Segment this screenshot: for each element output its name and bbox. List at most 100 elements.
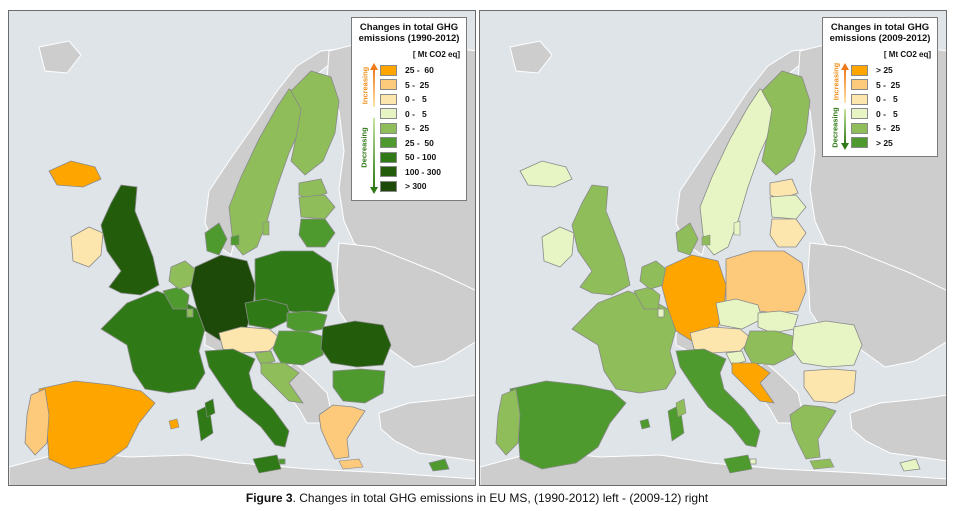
legend-swatch — [380, 79, 397, 91]
country-lv — [769, 194, 807, 220]
legend-item: 100 - 300 — [380, 165, 460, 180]
legend-item: 25 - 60 — [380, 63, 460, 78]
legend-range: 5 - 25 — [876, 79, 901, 90]
legend-item: > 25 — [851, 136, 931, 151]
country-ro — [320, 320, 392, 368]
country-hu — [272, 330, 326, 366]
country-be — [162, 286, 190, 310]
legend-range: 100 - 300 — [405, 166, 441, 177]
legend-swatch — [380, 137, 397, 149]
country-lt — [298, 218, 336, 248]
legend-title-line1: Changes in total GHG — [359, 22, 459, 33]
legend-swatch — [380, 180, 397, 192]
legend-range: > 300 — [405, 181, 427, 192]
legend-item: 0 - 5 — [851, 107, 931, 122]
figure-caption-text: . Changes in total GHG emissions in EU M… — [292, 491, 709, 505]
map-panel-right: Changes in total GHG emissions (2009-201… — [479, 10, 947, 486]
legend-swatch — [851, 93, 868, 105]
legend-range: 25 - 50 — [405, 137, 434, 148]
legend-title-line1: Changes in total GHG — [830, 22, 930, 33]
non-eu-greenland-edge — [509, 40, 553, 74]
country-cy — [899, 458, 921, 472]
country-mt — [278, 458, 286, 465]
legend-item: 5 - 25 — [851, 78, 931, 93]
island-se — [733, 220, 741, 236]
legend-swatch — [851, 64, 868, 76]
map-panel-left: Changes in total GHG emissions (1990-201… — [8, 10, 476, 486]
figure-label: Figure 3 — [245, 491, 293, 505]
trend-arrows-icon — [370, 63, 378, 194]
legend-swatch — [851, 108, 868, 120]
country-es — [509, 380, 627, 470]
legend-swatch — [380, 151, 397, 163]
country-pt — [24, 388, 50, 456]
decreasing-label: Decreasing — [359, 127, 369, 168]
country-dk — [204, 222, 228, 256]
island-gr — [338, 458, 364, 470]
legend-item: 5 - 25 — [851, 121, 931, 136]
legend-item: 0 - 5 — [380, 107, 460, 122]
country-uk — [571, 184, 631, 296]
legend-item: 50 - 100 — [380, 150, 460, 165]
island-es — [168, 418, 180, 430]
legend-swatch — [851, 137, 868, 149]
country-si — [725, 350, 747, 366]
legend-item: 0 - 5 — [380, 92, 460, 107]
country-cy — [428, 458, 450, 472]
legend-range: 5 - 25 — [876, 123, 901, 134]
country-gr — [318, 404, 366, 460]
legend-swatch — [380, 122, 397, 134]
country-uk — [100, 184, 160, 296]
legend-items: Increasing Decreasing 25 - 60 5 - 25 0 - 5… — [358, 63, 460, 194]
island-fr — [204, 398, 216, 418]
legend-range: 25 - 60 — [405, 65, 434, 76]
country-hr — [260, 362, 304, 404]
island-dk — [701, 234, 711, 246]
legend-range: 5 - 25 — [405, 123, 430, 134]
country-es — [38, 380, 156, 470]
legend-range: 0 - 5 — [405, 108, 427, 119]
legend-title-line2: emissions (2009-2012) — [829, 33, 931, 44]
country-hu — [743, 330, 797, 366]
legend-title: Changes in total GHG emissions (1990-201… — [358, 22, 460, 44]
legend-range: > 25 — [876, 137, 893, 148]
island-fr — [675, 398, 687, 418]
legend-item: > 25 — [851, 63, 931, 78]
legend-title-line2: emissions (1990-2012) — [358, 33, 460, 44]
country-sk — [757, 310, 799, 334]
legend-unit: [ Mt CO2 eq] — [412, 50, 460, 59]
legend-swatch — [380, 166, 397, 178]
country-si — [254, 350, 276, 366]
island-dk — [230, 234, 240, 246]
island-es — [639, 418, 651, 430]
country-sk — [286, 310, 328, 334]
legend-item: 0 - 5 — [851, 92, 931, 107]
legend-range: 50 - 100 — [405, 152, 437, 163]
island-se — [262, 220, 270, 236]
increasing-label: Increasing — [831, 62, 841, 101]
country-pt — [495, 388, 521, 456]
country-lu — [657, 308, 665, 318]
non-eu-greenland-edge — [38, 40, 82, 74]
country-hr — [731, 362, 775, 404]
legend-left: Changes in total GHG emissions (1990-201… — [351, 17, 467, 201]
increasing-label: Increasing — [360, 66, 370, 105]
country-ie — [70, 226, 104, 268]
country-ie — [541, 226, 575, 268]
figure-caption: Figure 3. Changes in total GHG emissions… — [0, 491, 954, 505]
non-eu-turkey — [378, 394, 475, 462]
legend-unit: [ Mt CO2 eq] — [883, 50, 931, 59]
country-bg — [803, 368, 857, 404]
island-it — [723, 454, 753, 474]
legend-swatch — [851, 79, 868, 91]
trend-arrows-icon — [841, 63, 849, 150]
country-lu — [186, 308, 194, 318]
country-is — [48, 160, 102, 188]
legend-items: Increasing Decreasing > 25 5 - 25 0 - 5 0 -… — [829, 63, 931, 150]
country-be — [633, 286, 661, 310]
legend-range: 0 - 5 — [405, 94, 427, 105]
legend-range: 0 - 5 — [876, 94, 898, 105]
legend-item: 5 - 25 — [380, 78, 460, 93]
legend-swatch — [851, 122, 868, 134]
country-bg — [332, 368, 386, 404]
